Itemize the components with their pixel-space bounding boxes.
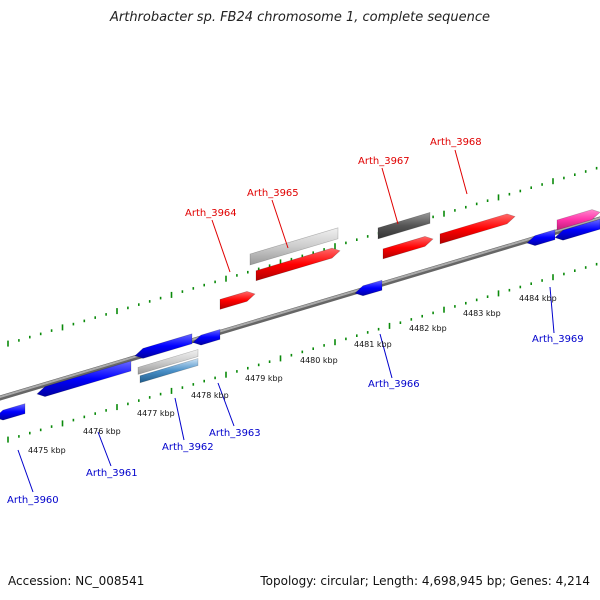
scale-label: 4480 kbp [300, 356, 338, 365]
pseudogene-block[interactable] [249, 227, 339, 266]
gene-label-bottom[interactable]: Arth_3966 [368, 379, 420, 390]
pseudogene-block[interactable] [139, 358, 199, 384]
gene-arrow[interactable] [219, 291, 256, 310]
leader-line [217, 382, 235, 427]
gene-arrow[interactable] [0, 403, 26, 421]
leader-line [381, 167, 399, 225]
leader-line [211, 219, 231, 273]
gene-arrow[interactable] [192, 328, 221, 346]
scale-label: 4476 kbp [83, 427, 121, 436]
gene-arrow[interactable] [554, 218, 600, 241]
scale-label: 4479 kbp [245, 374, 283, 383]
gene-label-bottom[interactable]: Arth_3962 [162, 442, 214, 453]
gene-label-top[interactable]: Arth_3965 [247, 188, 299, 199]
scale-label: 4483 kbp [463, 309, 501, 318]
tick-rows [7, 166, 598, 443]
genome-summary-text: Topology: circular; Length: 4,698,945 bp… [260, 574, 590, 588]
gene-arrow[interactable] [354, 279, 383, 297]
gene-label-bottom[interactable]: Arth_3963 [209, 428, 261, 439]
leader-line [17, 449, 34, 493]
map-title: Arthrobacter sp. FB24 chromosome 1, comp… [109, 10, 491, 25]
leader-line [174, 397, 185, 441]
gene-features [0, 209, 600, 421]
leader-line [271, 199, 289, 249]
gene-arrow[interactable] [382, 236, 434, 260]
gene-arrow[interactable] [255, 247, 341, 282]
gene-label-bottom[interactable]: Arth_3969 [532, 334, 584, 345]
gene-label-top[interactable]: Arth_3968 [430, 137, 482, 148]
pseudogene-block[interactable] [377, 211, 431, 240]
leader-line [379, 333, 393, 379]
gene-label-top[interactable]: Arth_3967 [358, 156, 410, 167]
gene-arrow[interactable] [36, 360, 132, 397]
gene-arrow[interactable] [526, 229, 556, 246]
scale-label: 4475 kbp [28, 446, 66, 455]
scale-label: 4482 kbp [409, 324, 447, 333]
pseudogene-block[interactable] [137, 349, 199, 375]
gene-label-bottom[interactable]: Arth_3961 [86, 468, 138, 479]
chromosome-backbone [0, 216, 600, 401]
label-leader-lines [17, 149, 555, 493]
scale-label: 4481 kbp [354, 340, 392, 349]
gene-arrow[interactable] [134, 333, 193, 359]
leader-line [454, 149, 468, 195]
scale-label: 4477 kbp [137, 409, 175, 418]
leader-line [549, 286, 555, 334]
gene-label-bottom[interactable]: Arth_3960 [7, 495, 59, 506]
leader-line [97, 431, 112, 467]
gene-label-top[interactable]: Arth_3964 [185, 208, 237, 219]
gene-arrow[interactable] [556, 209, 600, 231]
accession-text: Accession: NC_008541 [8, 574, 145, 588]
scale-label: 4484 kbp [519, 294, 557, 303]
scale-label: 4478 kbp [191, 391, 229, 400]
gene-arrow[interactable] [439, 213, 516, 245]
